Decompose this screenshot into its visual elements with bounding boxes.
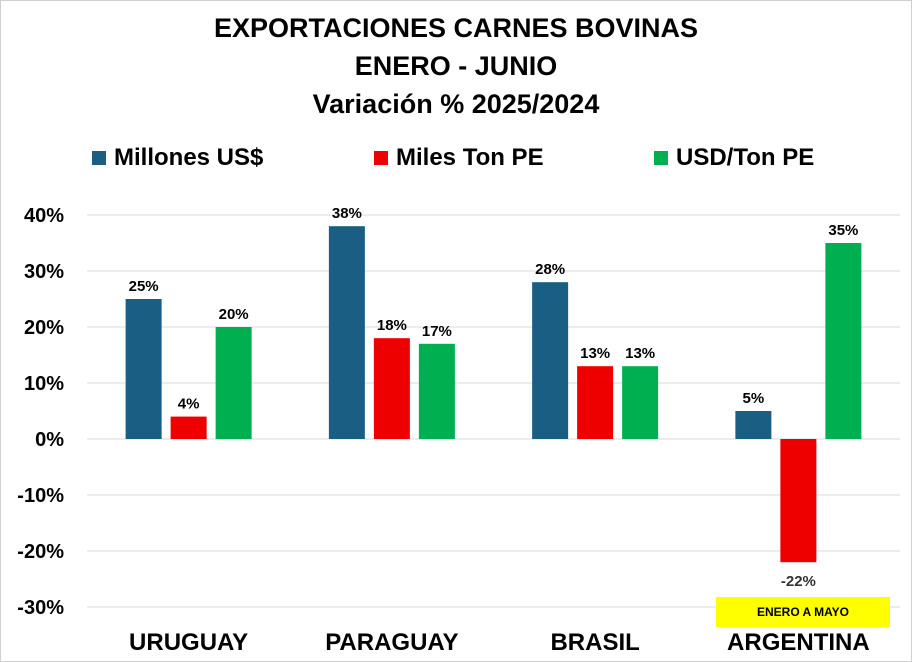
chart-subtitle-variation: Variación % 2025/2024 xyxy=(312,89,600,119)
annotation-enero-a-mayo: ENERO A MAYO xyxy=(716,597,890,627)
legend-item-usd-ton: USD/Ton PE xyxy=(654,143,814,173)
data-label: 25% xyxy=(129,278,159,295)
y-tick-label: 30% xyxy=(24,261,64,283)
y-tick-label: -30% xyxy=(17,597,64,619)
legend-swatch-millones xyxy=(92,151,106,165)
data-label: 5% xyxy=(743,390,765,407)
bars xyxy=(125,226,862,563)
data-labels: 25% 4% 20% 38% 18% 17% 28% 13% 13% 5% -22% 35% xyxy=(129,205,859,590)
legend-item-miles-ton: Miles Ton PE xyxy=(374,143,544,173)
y-tick-label: 10% xyxy=(24,373,64,395)
y-tick-label: 40% xyxy=(24,205,64,227)
chart-subtitle-period: ENERO - JUNIO xyxy=(354,51,558,81)
y-tick-label: -20% xyxy=(17,541,64,563)
bar xyxy=(735,411,772,439)
bar xyxy=(532,282,569,439)
legend-item-millones: Millones US$ xyxy=(92,143,263,173)
y-tick-label: 20% xyxy=(24,317,64,339)
y-tick-label: 0% xyxy=(35,429,64,451)
bar xyxy=(622,366,659,439)
legend-label-usd-ton: USD/Ton PE xyxy=(676,144,815,171)
x-tick-label: ARGENTINA xyxy=(727,629,870,656)
data-label: 20% xyxy=(219,306,249,323)
data-label: 13% xyxy=(625,345,655,362)
y-tick-label: -10% xyxy=(17,485,64,507)
bar xyxy=(170,416,207,439)
y-axis: 40% 30% 20% 10% 0% -10% -20% -30% xyxy=(17,205,64,619)
legend-swatch-miles-ton xyxy=(374,151,388,165)
x-axis: URUGUAY PARAGUAY BRASIL ARGENTINA xyxy=(129,629,870,656)
legend-label-millones: Millones US$ xyxy=(114,144,264,171)
gridlines xyxy=(87,214,900,608)
data-label: -22% xyxy=(781,573,816,590)
x-tick-label: BRASIL xyxy=(550,629,639,656)
bar xyxy=(125,299,162,439)
data-label: 13% xyxy=(580,345,610,362)
legend-swatch-usd-ton xyxy=(654,151,668,165)
data-label: 35% xyxy=(828,222,858,239)
x-tick-label: URUGUAY xyxy=(129,629,248,656)
chart-title: EXPORTACIONES CARNES BOVINAS xyxy=(213,13,699,43)
bar xyxy=(418,343,455,439)
bar xyxy=(577,366,614,439)
x-tick-label: PARAGUAY xyxy=(325,629,458,656)
data-label: 17% xyxy=(422,323,452,340)
bar xyxy=(780,439,817,563)
data-label: 38% xyxy=(332,205,362,222)
data-label: 18% xyxy=(377,317,407,334)
bar xyxy=(328,226,365,439)
bar xyxy=(373,338,410,439)
data-label: 4% xyxy=(178,396,200,413)
data-label: 28% xyxy=(535,261,565,278)
bar xyxy=(825,243,862,439)
bar xyxy=(215,327,252,439)
legend-label-miles-ton: Miles Ton PE xyxy=(396,144,544,171)
